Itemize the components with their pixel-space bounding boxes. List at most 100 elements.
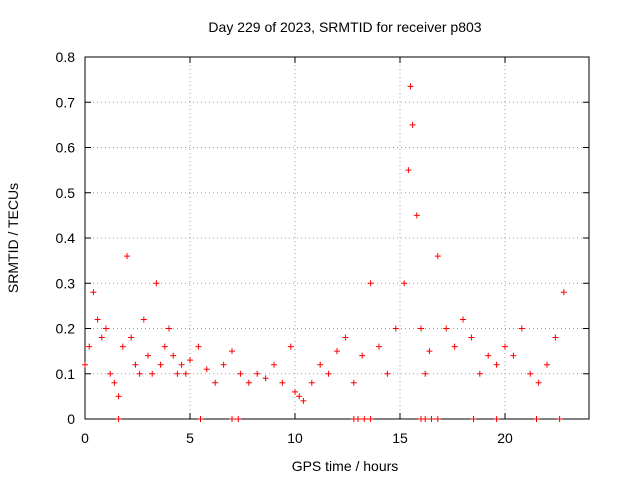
data-point xyxy=(384,370,391,377)
data-point xyxy=(262,375,269,382)
data-point xyxy=(103,325,109,332)
y-axis-label: SRMTID / TECUs xyxy=(5,183,21,293)
y-tick-label: 0.2 xyxy=(56,321,76,337)
data-point xyxy=(544,361,550,368)
data-point xyxy=(476,370,483,377)
data-point xyxy=(535,379,542,386)
data-point xyxy=(170,352,177,359)
chart-title: Day 229 of 2023, SRMTID for receiver p80… xyxy=(208,19,481,35)
x-tick-label: 5 xyxy=(186,430,194,446)
data-point xyxy=(413,212,420,219)
data-point xyxy=(212,379,219,386)
data-point xyxy=(220,361,227,368)
data-point xyxy=(229,348,235,355)
data-point xyxy=(145,352,151,359)
data-point xyxy=(279,379,286,386)
data-point xyxy=(355,416,361,422)
data-point xyxy=(136,370,143,377)
data-point xyxy=(132,361,139,368)
y-tick-label: 0.8 xyxy=(56,49,76,65)
y-tick-label: 0.1 xyxy=(56,366,76,382)
data-point xyxy=(418,325,424,332)
data-point xyxy=(86,343,93,350)
data-point xyxy=(502,343,508,350)
y-tick-label: 0.7 xyxy=(56,94,76,110)
data-point xyxy=(128,334,135,341)
data-point xyxy=(325,370,332,377)
x-axis-label: GPS time / hours xyxy=(292,458,399,474)
data-point xyxy=(470,416,477,422)
data-point xyxy=(392,325,399,332)
data-point xyxy=(317,361,324,368)
data-point xyxy=(98,334,105,341)
data-point xyxy=(426,348,433,355)
data-point xyxy=(560,289,567,296)
data-point xyxy=(237,370,244,377)
data-point xyxy=(166,325,172,332)
data-point xyxy=(350,379,357,386)
data-point xyxy=(107,370,114,377)
data-point xyxy=(552,334,559,341)
data-point xyxy=(203,366,210,373)
data-point xyxy=(510,352,517,359)
data-point xyxy=(533,416,540,422)
data-point xyxy=(556,416,563,422)
data-point xyxy=(296,393,303,400)
data-point xyxy=(187,357,193,364)
data-point xyxy=(451,343,458,350)
data-point xyxy=(422,370,429,377)
data-point xyxy=(235,416,242,422)
data-point xyxy=(124,253,130,260)
data-point xyxy=(197,416,204,422)
data-point xyxy=(271,361,277,368)
data-point xyxy=(157,361,164,368)
data-point xyxy=(434,253,441,260)
data-point xyxy=(229,416,235,422)
data-point xyxy=(94,316,101,323)
data-point xyxy=(367,416,374,422)
y-tick-label: 0 xyxy=(67,411,75,427)
data-point xyxy=(367,280,374,287)
data-point xyxy=(407,83,414,90)
y-tick-label: 0.6 xyxy=(56,140,76,156)
x-tick-labels: 0 5 10 15 20 xyxy=(81,430,513,446)
data-point xyxy=(178,361,185,368)
data-point xyxy=(119,343,126,350)
data-point xyxy=(409,121,416,128)
data-point xyxy=(287,343,294,350)
data-point xyxy=(376,343,382,350)
data-point xyxy=(149,370,156,377)
data-point xyxy=(153,280,160,287)
data-point xyxy=(111,379,118,386)
data-point xyxy=(428,416,435,422)
data-point xyxy=(485,352,492,359)
data-point xyxy=(174,370,181,377)
x-tick-label: 20 xyxy=(497,430,513,446)
axis-ticks xyxy=(84,56,589,420)
data-point xyxy=(434,416,441,422)
data-point xyxy=(405,167,412,174)
data-point xyxy=(518,325,525,332)
data-point xyxy=(460,316,466,323)
data-point xyxy=(468,334,475,341)
x-tick-label: 0 xyxy=(81,430,89,446)
data-point xyxy=(90,289,97,296)
data-point xyxy=(443,325,450,332)
y-tick-label: 0.4 xyxy=(56,230,76,246)
data-point xyxy=(254,370,261,377)
data-point xyxy=(115,393,122,400)
y-tick-label: 0.3 xyxy=(56,275,76,291)
data-point xyxy=(182,370,189,377)
y-tick-label: 0.5 xyxy=(56,185,76,201)
y-tick-labels: 0 0.1 0.2 0.3 0.4 0.5 0.6 0.7 0.8 xyxy=(56,49,76,427)
data-point xyxy=(493,416,500,422)
data-point xyxy=(300,397,307,404)
data-point xyxy=(308,379,315,386)
data-point xyxy=(527,370,534,377)
data-point xyxy=(115,416,122,422)
data-point xyxy=(359,352,366,359)
data-point xyxy=(292,388,298,395)
data-point xyxy=(422,416,429,422)
data-point xyxy=(140,316,147,323)
data-point xyxy=(401,280,408,287)
